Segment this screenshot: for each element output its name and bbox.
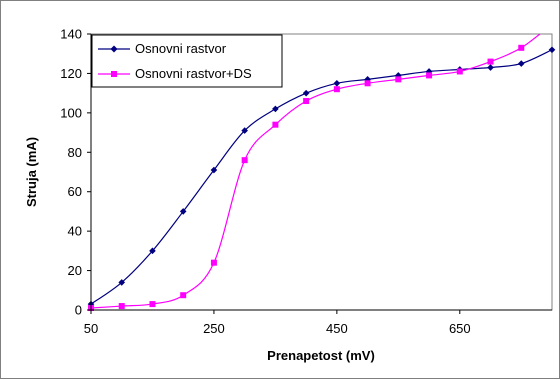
point-s1-12 (456, 68, 463, 75)
y-tick-label-6: 120 (60, 66, 82, 81)
point-s0-14 (517, 60, 525, 67)
point-s0-4 (210, 166, 218, 174)
y-axis-title: Struja (mA) (24, 137, 39, 207)
point-s1-14 (518, 44, 525, 51)
point-s0-2 (149, 247, 156, 255)
legend-marker-1 (111, 71, 117, 77)
x-tick-label-1: 250 (203, 321, 225, 336)
point-s1-8 (333, 86, 340, 93)
point-s1-4 (210, 259, 217, 266)
series-line-1 (91, 34, 541, 309)
legend-entry-1: Osnovni rastvor+DS (98, 66, 252, 81)
y-tick-label-3: 60 (68, 184, 82, 199)
point-s1-10 (395, 76, 402, 83)
point-s0-15 (548, 46, 556, 54)
point-s0-3 (179, 208, 187, 215)
legend-label-1: Osnovni rastvor+DS (135, 66, 252, 81)
point-s0-7 (302, 89, 310, 97)
legend: Osnovni rastvor Osnovni rastvor+DS (91, 34, 283, 88)
point-s1-5 (241, 157, 248, 164)
point-s0-6 (272, 105, 279, 113)
legend-marker-0 (110, 45, 118, 53)
y-tick-label-4: 80 (68, 145, 82, 160)
y-tick-label-5: 100 (60, 105, 82, 120)
y-tick-label-1: 20 (68, 263, 82, 278)
legend-box (91, 34, 283, 88)
x-axis-title: Prenapetost (mV) (267, 348, 375, 363)
point-s1-11 (426, 72, 433, 79)
point-s1-13 (487, 58, 494, 65)
y-tick-label-7: 140 (60, 27, 82, 42)
point-s0-1 (118, 279, 126, 286)
point-s1-7 (303, 98, 310, 105)
legend-label-0: Osnovni rastvor (135, 41, 227, 56)
y-tick-label-0: 0 (75, 303, 82, 318)
point-s1-6 (272, 121, 279, 128)
point-s0-5 (241, 127, 248, 134)
series-line-0 (91, 49, 552, 305)
point-s0-8 (333, 79, 341, 87)
point-s1-3 (180, 292, 187, 299)
axes-layer: 0 20 40 60 80 100 120 140 50 250 450 650 (60, 27, 552, 336)
point-s1-2 (149, 301, 156, 308)
point-s1-1 (118, 303, 125, 310)
x-tick-label-0: 50 (84, 321, 98, 336)
legend-entry-0: Osnovni rastvor (98, 41, 227, 56)
x-tick-label-3: 650 (449, 321, 471, 336)
point-s0-13 (487, 64, 494, 71)
x-tick-label-2: 450 (326, 321, 348, 336)
y-tick-label-2: 40 (68, 224, 82, 239)
point-s1-9 (364, 80, 371, 87)
